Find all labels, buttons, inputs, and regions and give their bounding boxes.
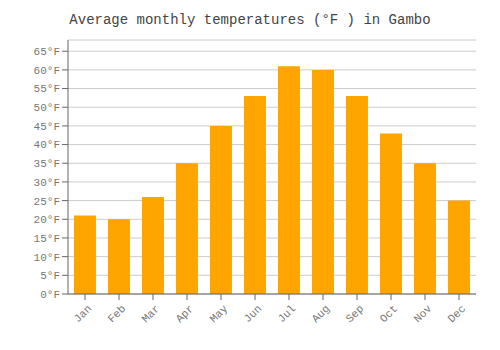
- svg-text:0°F: 0°F: [40, 289, 60, 301]
- svg-text:45°F: 45°F: [34, 121, 60, 133]
- svg-text:Mar: Mar: [140, 303, 162, 325]
- svg-text:15°F: 15°F: [34, 233, 60, 245]
- svg-text:Dec: Dec: [446, 303, 468, 325]
- svg-text:50°F: 50°F: [34, 102, 60, 114]
- svg-text:65°F: 65°F: [34, 46, 60, 58]
- svg-text:May: May: [208, 302, 231, 325]
- svg-text:20°F: 20°F: [34, 214, 60, 226]
- svg-text:Jan: Jan: [72, 303, 94, 325]
- svg-text:Jun: Jun: [242, 303, 264, 325]
- svg-text:Nov: Nov: [412, 302, 435, 325]
- svg-text:Sep: Sep: [344, 303, 366, 325]
- svg-text:Jul: Jul: [276, 303, 298, 325]
- svg-text:40°F: 40°F: [34, 139, 60, 151]
- svg-text:Oct: Oct: [378, 303, 400, 325]
- html-text:Average monthly temperatures (: Average monthly temperatures (°F ) in Ga…: [69, 12, 431, 28]
- svg-text:Aug: Aug: [310, 303, 332, 325]
- svg-text:10°F: 10°F: [34, 252, 60, 264]
- svg-text:30°F: 30°F: [34, 177, 60, 189]
- svg-text:25°F: 25°F: [34, 196, 60, 208]
- svg-text:5°F: 5°F: [40, 270, 60, 282]
- svg-text:55°F: 55°F: [34, 83, 60, 95]
- svg-text:Apr: Apr: [174, 303, 196, 325]
- svg-text:Feb: Feb: [106, 303, 128, 325]
- svg-text:60°F: 60°F: [34, 65, 60, 77]
- svg-text:35°F: 35°F: [34, 158, 60, 170]
